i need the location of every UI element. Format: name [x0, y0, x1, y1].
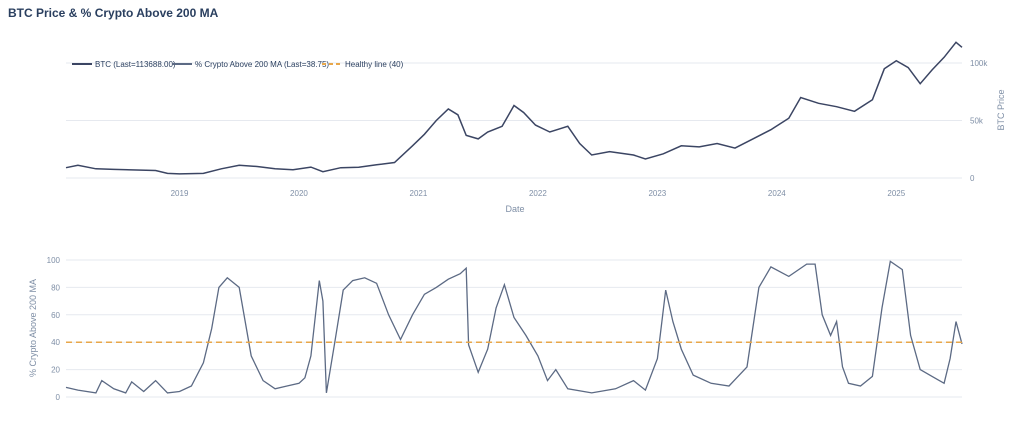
btc-price-line [65, 41, 963, 175]
page-title: BTC Price & % Crypto Above 200 MA [8, 6, 219, 20]
btc-x-ticks: 2019 2020 2021 2022 2023 2024 2025 [171, 189, 906, 198]
legend-pct-label: % Crypto Above 200 MA (Last=38.75) [195, 60, 329, 69]
pct-y-ticks: 0 20 40 60 80 100 [47, 256, 61, 402]
pct-above-200ma-line [65, 260, 963, 394]
legend: BTC (Last=113688.00) % Crypto Above 200 … [72, 60, 404, 69]
x-tick-label: 2024 [768, 189, 786, 198]
pct-y-tick-label: 0 [56, 393, 61, 402]
btc-y-ticks: 0 50k 100k [970, 59, 988, 183]
pct-above-200ma-chart: 0 20 40 60 80 100 % Crypto Above 200 MA [28, 256, 963, 402]
pct-grid [66, 259, 962, 398]
btc-grid [66, 62, 962, 179]
legend-healthy-label: Healthy line (40) [345, 60, 404, 69]
btc-y-tick-label: 50k [970, 117, 984, 126]
x-tick-label: 2025 [887, 189, 905, 198]
legend-btc-label: BTC (Last=113688.00) [95, 60, 176, 69]
pct-y-tick-label: 20 [51, 366, 60, 375]
pct-y-tick-label: 100 [47, 256, 61, 265]
pct-y-tick-label: 80 [51, 283, 60, 292]
x-tick-label: 2020 [290, 189, 308, 198]
x-tick-label: 2023 [648, 189, 666, 198]
btc-y-tick-label: 100k [970, 59, 988, 68]
btc-y-tick-label: 0 [970, 174, 975, 183]
btc-y-axis-title: BTC Price [996, 89, 1006, 130]
x-axis-title: Date [505, 204, 524, 214]
pct-y-axis-title: % Crypto Above 200 MA [28, 279, 38, 377]
pct-y-tick-label: 60 [51, 311, 60, 320]
x-tick-label: 2021 [410, 189, 428, 198]
btc-price-chart: 0 50k 100k 2019 2020 2021 2022 2023 2024 2025 Da… [65, 41, 1006, 214]
pct-y-tick-label: 40 [51, 338, 60, 347]
x-tick-label: 2019 [171, 189, 189, 198]
x-tick-label: 2022 [529, 189, 547, 198]
